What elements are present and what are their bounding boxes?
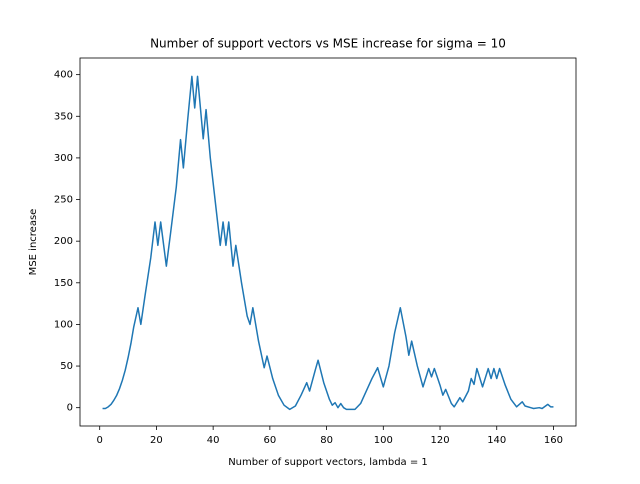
y-tick-label: 100 xyxy=(54,319,73,330)
x-tick-label: 140 xyxy=(487,435,506,446)
y-tick-label: 200 xyxy=(54,236,73,247)
y-tick-label: 150 xyxy=(54,278,73,289)
y-tick-label: 350 xyxy=(54,111,73,122)
x-tick-label: 120 xyxy=(430,435,449,446)
x-tick-label: 160 xyxy=(544,435,563,446)
y-tick-label: 300 xyxy=(54,153,73,164)
chart-title: Number of support vectors vs MSE increas… xyxy=(150,37,506,51)
y-axis-label: MSE increase xyxy=(28,209,39,276)
x-tick-label: 100 xyxy=(374,435,393,446)
plot-frame xyxy=(79,57,577,427)
y-tick-label: 250 xyxy=(54,195,73,206)
y-tick-label: 0 xyxy=(67,403,73,414)
x-tick-label: 0 xyxy=(97,435,103,446)
y-tick-label: 50 xyxy=(60,361,73,372)
data-line xyxy=(102,75,554,411)
x-tick-label: 60 xyxy=(263,435,276,446)
y-tick-label: 400 xyxy=(54,70,73,81)
x-axis-label: Number of support vectors, lambda = 1 xyxy=(228,457,428,468)
x-tick-label: 40 xyxy=(207,435,220,446)
x-tick-label: 20 xyxy=(150,435,163,446)
x-tick-label: 80 xyxy=(320,435,333,446)
